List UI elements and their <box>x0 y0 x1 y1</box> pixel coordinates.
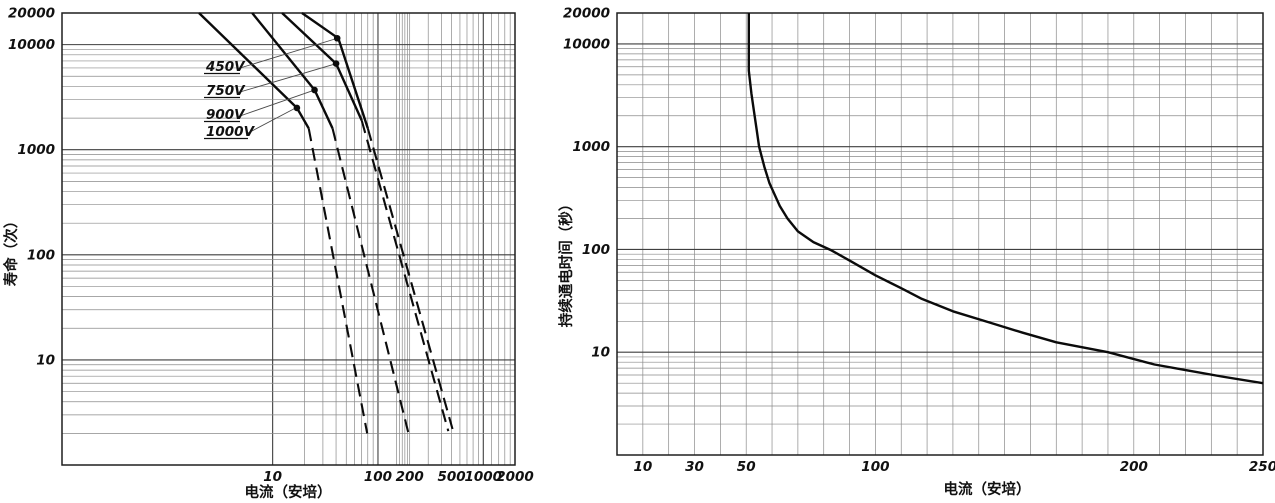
curve-solid-900V <box>251 12 334 129</box>
x-tick-label: 100 <box>364 469 392 485</box>
x-axis-title: 电流（安培） <box>944 480 1031 498</box>
leader-line-750V <box>239 64 334 93</box>
leader-line-900V <box>239 90 312 117</box>
y-tick-label: 10 <box>591 345 610 361</box>
time-vs-current-chart: 10 30 50 100 200 250 20000 10000 1000 100 10 电流（安培）… <box>556 0 1275 503</box>
x-tick-label: 2000 <box>496 469 534 485</box>
grid <box>62 13 515 465</box>
y-axis-title: 寿命（次） <box>2 214 20 287</box>
time-vs-current-plot: 10 30 50 100 200 250 20000 10000 1000 100 10 电流（安培）… <box>556 0 1275 503</box>
life-vs-current-chart: 450V 750V 900V 1000V 10 100 200 500 1000 2000 2000… <box>0 0 556 503</box>
y-tick-label: 20000 <box>563 6 610 22</box>
knee-point-marker-900V <box>311 86 318 94</box>
x-tick-label: 250 <box>1249 459 1275 475</box>
leader-line-450V <box>239 38 335 69</box>
x-tick-label: 50 <box>737 459 756 475</box>
plot-border <box>616 12 1264 456</box>
y-tick-label: 1000 <box>572 139 610 155</box>
grid <box>617 13 1263 455</box>
y-tick-label: 20000 <box>8 6 55 22</box>
x-tick-label: 500 <box>437 469 465 485</box>
plot-border <box>61 12 516 466</box>
y-axis-title: 持续通电时间（秒） <box>557 197 575 328</box>
curve-dashed-1000V <box>307 128 369 434</box>
x-tick-label: 10 <box>633 459 652 475</box>
x-tick-label: 1000 <box>465 469 503 485</box>
x-tick-label: 200 <box>396 469 424 485</box>
x-tick-label: 10 <box>263 469 282 485</box>
y-tick-label: 100 <box>582 242 610 258</box>
y-tick-label: 10 <box>36 352 55 368</box>
curve-solid-持续通电时间 <box>747 13 1264 385</box>
x-tick-label: 30 <box>685 459 704 475</box>
curve-dashed-450V <box>366 128 454 430</box>
curve-dashed-750V <box>360 120 450 432</box>
knee-point-marker-450V <box>333 34 341 42</box>
y-tick-label: 10000 <box>563 36 610 52</box>
y-tick-label: 1000 <box>17 142 55 158</box>
leader-line-1000V <box>247 108 295 134</box>
curve-label-1000V: 1000V <box>206 124 256 140</box>
x-axis-title: 电流（安培） <box>245 483 332 501</box>
y-tick-label: 10000 <box>8 37 55 53</box>
x-tick-label: 100 <box>861 459 889 475</box>
curve-label-900V: 900V <box>206 107 246 123</box>
y-tick-label: 100 <box>27 247 55 263</box>
knee-point-marker-750V <box>332 60 340 67</box>
knee-point-marker-1000V <box>293 104 301 112</box>
x-tick-label: 200 <box>1120 459 1148 475</box>
curve-label-750V: 750V <box>206 83 246 99</box>
curve-dashed-900V <box>331 128 410 434</box>
curve-label-450V: 450V <box>205 59 246 75</box>
